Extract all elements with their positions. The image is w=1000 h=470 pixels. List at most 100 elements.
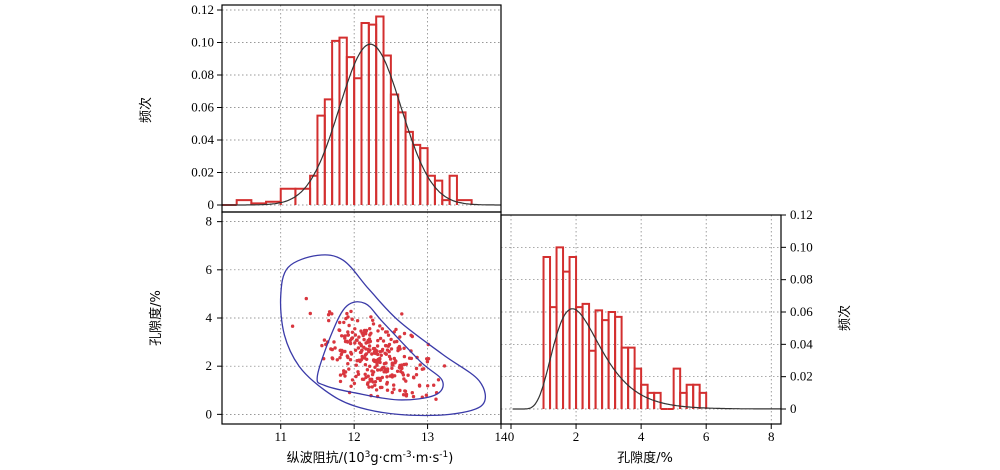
impedance-histogram-bars xyxy=(222,15,473,206)
scatter-point xyxy=(402,346,406,350)
scatter-point xyxy=(389,337,393,342)
scatter-point xyxy=(364,347,368,351)
scatter-point xyxy=(343,374,347,378)
scatter-point xyxy=(395,339,399,344)
y-tick-label: 0.06 xyxy=(191,100,214,115)
scatter-point xyxy=(368,379,372,383)
scatter-point xyxy=(424,393,429,397)
scatter-point xyxy=(381,339,386,343)
scatter-point xyxy=(414,373,419,377)
x-tick-label: 13 xyxy=(421,429,434,444)
histogram-bar xyxy=(672,367,682,409)
scatter-point xyxy=(401,393,406,397)
scatter-point xyxy=(420,367,424,371)
scatter-point xyxy=(356,346,361,350)
scatter-point xyxy=(327,318,331,323)
x-tick-label: 4 xyxy=(638,429,645,444)
scatter-point xyxy=(363,372,367,376)
scatter-point xyxy=(404,394,409,398)
scatter-point xyxy=(368,364,372,368)
scatter-point xyxy=(352,381,357,386)
scatter-point xyxy=(359,350,363,354)
scatter-point xyxy=(338,348,342,353)
right-y-axis-title: 频次 xyxy=(837,305,853,331)
y-tick-label: 0.08 xyxy=(790,272,813,287)
scatter-point xyxy=(392,356,396,361)
scatter-point xyxy=(434,397,438,401)
x-tick-label: 11 xyxy=(274,429,287,444)
scatter-point xyxy=(356,370,360,374)
scatter-point xyxy=(364,341,368,345)
scatter-point xyxy=(359,344,364,348)
y-tick-label: 0 xyxy=(208,197,215,212)
scatter-point xyxy=(290,324,295,328)
histogram-bar xyxy=(235,199,253,205)
scatter-point xyxy=(378,368,383,372)
scatter-point xyxy=(347,367,351,371)
scatter-point xyxy=(322,338,327,342)
scatter-point xyxy=(370,352,374,356)
scatter-point xyxy=(378,385,383,390)
x-tick-label: 2 xyxy=(573,429,580,444)
scatter-point xyxy=(383,367,388,371)
scatter-point xyxy=(370,372,375,377)
scatter-point xyxy=(373,365,377,369)
scatter-point xyxy=(348,358,353,362)
scatter-point xyxy=(363,363,368,367)
y-tick-label: 0 xyxy=(206,406,213,421)
scatter-point xyxy=(345,311,349,316)
scatter-point xyxy=(346,333,350,337)
scatter-point xyxy=(411,375,416,379)
scatter-point xyxy=(409,356,414,361)
outer-contour xyxy=(279,254,487,417)
scatter-point xyxy=(332,340,336,344)
histogram-bar xyxy=(367,23,378,205)
scatter-point xyxy=(369,315,373,319)
scatter-point xyxy=(378,350,382,354)
histogram-bar xyxy=(433,179,444,205)
scatter-point xyxy=(320,343,324,348)
histogram-bar xyxy=(455,199,473,205)
y-tick-label: 0.10 xyxy=(790,239,813,254)
scatter-point xyxy=(378,324,382,328)
scatter-point xyxy=(350,336,355,340)
scatter-point xyxy=(337,328,341,332)
scatter-point xyxy=(390,390,394,395)
scatter-grid xyxy=(222,212,502,424)
scatter-point xyxy=(346,355,350,360)
scatter-point xyxy=(360,354,364,359)
x-tick-label: 12 xyxy=(348,429,361,444)
scatter-y-ticks: 0 2 4 6 8 xyxy=(206,214,222,421)
scatter-point xyxy=(378,356,382,361)
y-tick-label: 8 xyxy=(206,214,213,229)
scatter-point xyxy=(384,344,388,348)
scatter-point xyxy=(367,344,372,348)
scatter-point xyxy=(384,370,388,374)
scatter-point xyxy=(371,322,376,326)
scatter-point xyxy=(373,383,377,387)
histogram-bar xyxy=(345,56,356,205)
scatter-point xyxy=(402,354,407,359)
scatter-point xyxy=(410,391,414,395)
scatter-point xyxy=(385,375,389,379)
scatter-point xyxy=(362,337,366,342)
scatter-point xyxy=(350,330,355,334)
scatter-point xyxy=(386,333,391,337)
scatter-point xyxy=(376,329,380,333)
top-y-ticks: 0 0.02 0.04 0.06 0.08 0.10 0.12 xyxy=(191,2,222,212)
scatter-point xyxy=(353,327,357,331)
scatter-point xyxy=(361,333,365,338)
scatter-point xyxy=(350,317,354,321)
scatter-point xyxy=(343,336,347,340)
scatter-point xyxy=(403,389,408,393)
scatter-point xyxy=(353,348,358,352)
scatter-point xyxy=(373,358,378,363)
scatter-point xyxy=(344,316,348,321)
x-tick-label: 6 xyxy=(703,429,710,444)
scatter-point xyxy=(398,335,402,339)
scatter-point xyxy=(364,375,368,380)
scatter-point xyxy=(378,336,383,341)
scatter-point xyxy=(364,329,368,333)
scatter-point xyxy=(365,382,370,386)
